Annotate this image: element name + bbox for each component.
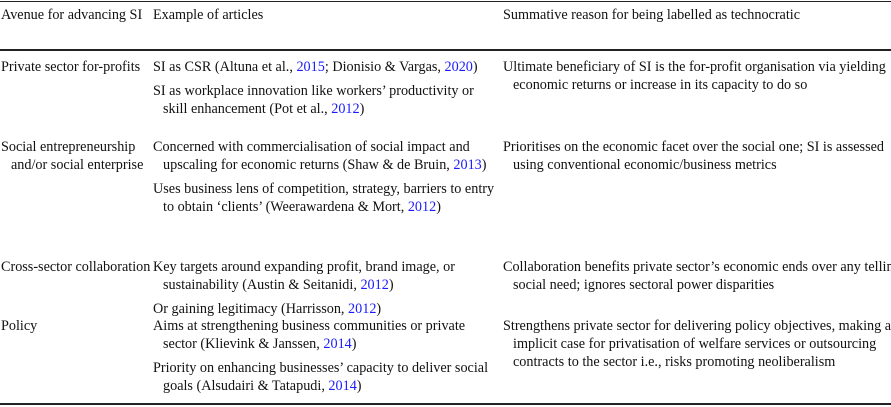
example-text: ) xyxy=(351,336,357,352)
top-rule xyxy=(0,1,891,2)
example-text: ) xyxy=(356,378,362,394)
header-rule xyxy=(0,49,891,51)
example-text: ) xyxy=(472,59,478,75)
reason-cell: Collaboration benefits private sector’s … xyxy=(503,259,891,293)
example-article: Aims at strengthening business communiti… xyxy=(153,317,498,353)
example-article: SI as CSR (Altuna et al., 2015; Dionisio… xyxy=(153,58,498,76)
example-text: ; Dionisio & Vargas, xyxy=(324,59,445,75)
header-examples: Example of articles xyxy=(153,7,264,23)
citation-year-link[interactable]: 2015 xyxy=(296,59,325,75)
example-article: SI as workplace innovation like workers’… xyxy=(153,82,498,118)
example-article: Uses business lens of competition, strat… xyxy=(153,180,498,216)
example-text: ) xyxy=(388,277,394,293)
example-text: Aims at strengthening business communiti… xyxy=(153,318,466,352)
reason-cell: Strengthens private sector for deliverin… xyxy=(503,318,891,370)
example-text: ) xyxy=(436,199,441,215)
examples-cell: Key targets around expanding profit, bra… xyxy=(153,258,498,318)
citation-year-link[interactable]: 2014 xyxy=(323,336,352,352)
example-article: Key targets around expanding profit, bra… xyxy=(153,258,498,294)
citation-year-link[interactable]: 2012 xyxy=(360,277,389,293)
avenue-cell: Private sector for-profits xyxy=(1,59,141,75)
example-text: Priority on enhancing businesses’ capaci… xyxy=(153,360,489,394)
reason-cell: Ultimate beneficiary of SI is the for-pr… xyxy=(503,59,886,93)
example-text: SI as workplace innovation like workers’… xyxy=(153,83,474,117)
example-article: Concerned with commercialisation of soci… xyxy=(153,138,498,174)
example-article: Or gaining legitimacy (Harrisson, 2012) xyxy=(153,300,498,318)
citation-year-link[interactable]: 2012 xyxy=(348,301,377,317)
example-text: ) xyxy=(376,301,382,317)
avenue-cell: Social entrepreneurship and/or social en… xyxy=(1,139,144,173)
examples-cell: SI as CSR (Altuna et al., 2015; Dionisio… xyxy=(153,58,498,118)
example-text: Or gaining legitimacy (Harrisson, xyxy=(153,301,349,317)
header-avenue: Avenue for advancing SI xyxy=(1,7,143,23)
examples-cell: Concerned with commercialisation of soci… xyxy=(153,138,498,216)
example-text: ) xyxy=(481,157,487,173)
citation-year-link[interactable]: 2013 xyxy=(453,157,482,173)
example-text: Uses business lens of competition, strat… xyxy=(153,181,495,215)
avenue-cell: Cross-sector collaboration xyxy=(1,259,151,275)
citation-year-link[interactable]: 2014 xyxy=(328,378,357,394)
example-text: Key targets around expanding profit, bra… xyxy=(153,259,455,293)
example-text: ) xyxy=(359,101,365,117)
bottom-rule xyxy=(0,403,891,405)
citation-year-link[interactable]: 2012 xyxy=(407,199,437,215)
reason-cell: Prioritises on the economic facet over t… xyxy=(503,139,884,173)
avenue-cell: Policy xyxy=(1,318,38,334)
header-reason: Summative reason for being labelled as t… xyxy=(503,7,801,23)
example-text: Concerned with commercialisation of soci… xyxy=(153,139,470,173)
citation-year-link[interactable]: 2020 xyxy=(444,59,473,75)
example-text: SI as CSR (Altuna et al., xyxy=(153,59,297,75)
example-article: Priority on enhancing businesses’ capaci… xyxy=(153,359,498,395)
examples-cell: Aims at strengthening business communiti… xyxy=(153,317,498,395)
citation-year-link[interactable]: 2012 xyxy=(331,101,360,117)
